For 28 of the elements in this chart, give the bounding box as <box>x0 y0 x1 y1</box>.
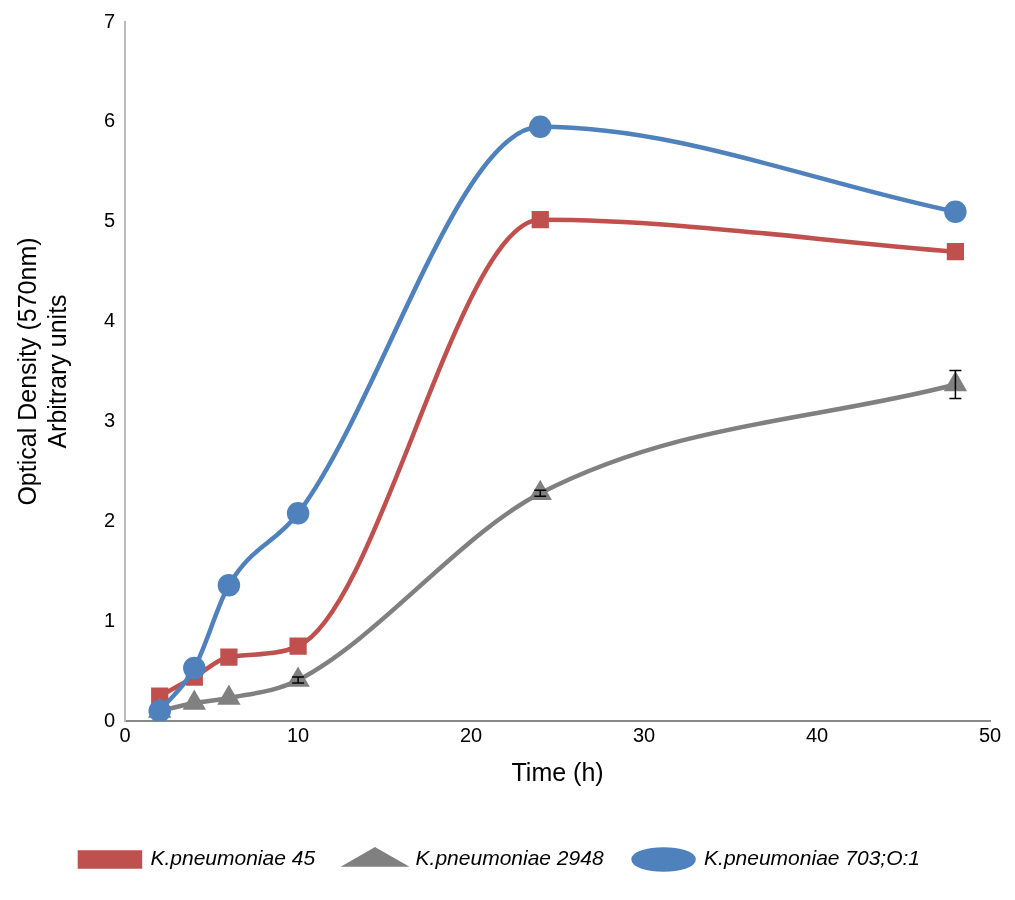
y-axis-title: Optical Density (570nm) Arbitrary units <box>12 237 71 506</box>
point <box>531 211 549 229</box>
y-tick-label: 7 <box>104 9 116 32</box>
legend-label: K.pneumoniae 45 <box>150 846 316 870</box>
point <box>529 115 552 139</box>
x-tick-label: 40 <box>805 723 829 746</box>
y-tick-label: 1 <box>104 608 116 631</box>
y-tick-label: 2 <box>104 508 116 531</box>
x-tick-label: 30 <box>632 723 656 746</box>
x-tick-label: 20 <box>459 723 483 746</box>
point <box>286 502 310 525</box>
x-tick-label: 50 <box>978 723 1002 746</box>
y-tick-label: 4 <box>104 309 116 332</box>
y-tick-label: 3 <box>104 408 116 431</box>
point <box>944 200 967 223</box>
x-tick-label: 10 <box>286 723 310 746</box>
y-tick-label: 0 <box>104 708 116 731</box>
point <box>217 573 241 597</box>
y-tick-label: 6 <box>104 109 116 132</box>
x-axis-title: Time (h) <box>511 757 604 786</box>
y-tick-label: 5 <box>104 209 116 232</box>
point <box>183 656 206 680</box>
point <box>289 637 307 655</box>
point <box>946 243 965 261</box>
legend-label: K.pneumoniae 703;O:1 <box>704 846 921 870</box>
legend-label: K.pneumoniae 2948 <box>415 846 604 870</box>
x-tick-label: 0 <box>119 723 131 746</box>
point <box>220 648 238 666</box>
